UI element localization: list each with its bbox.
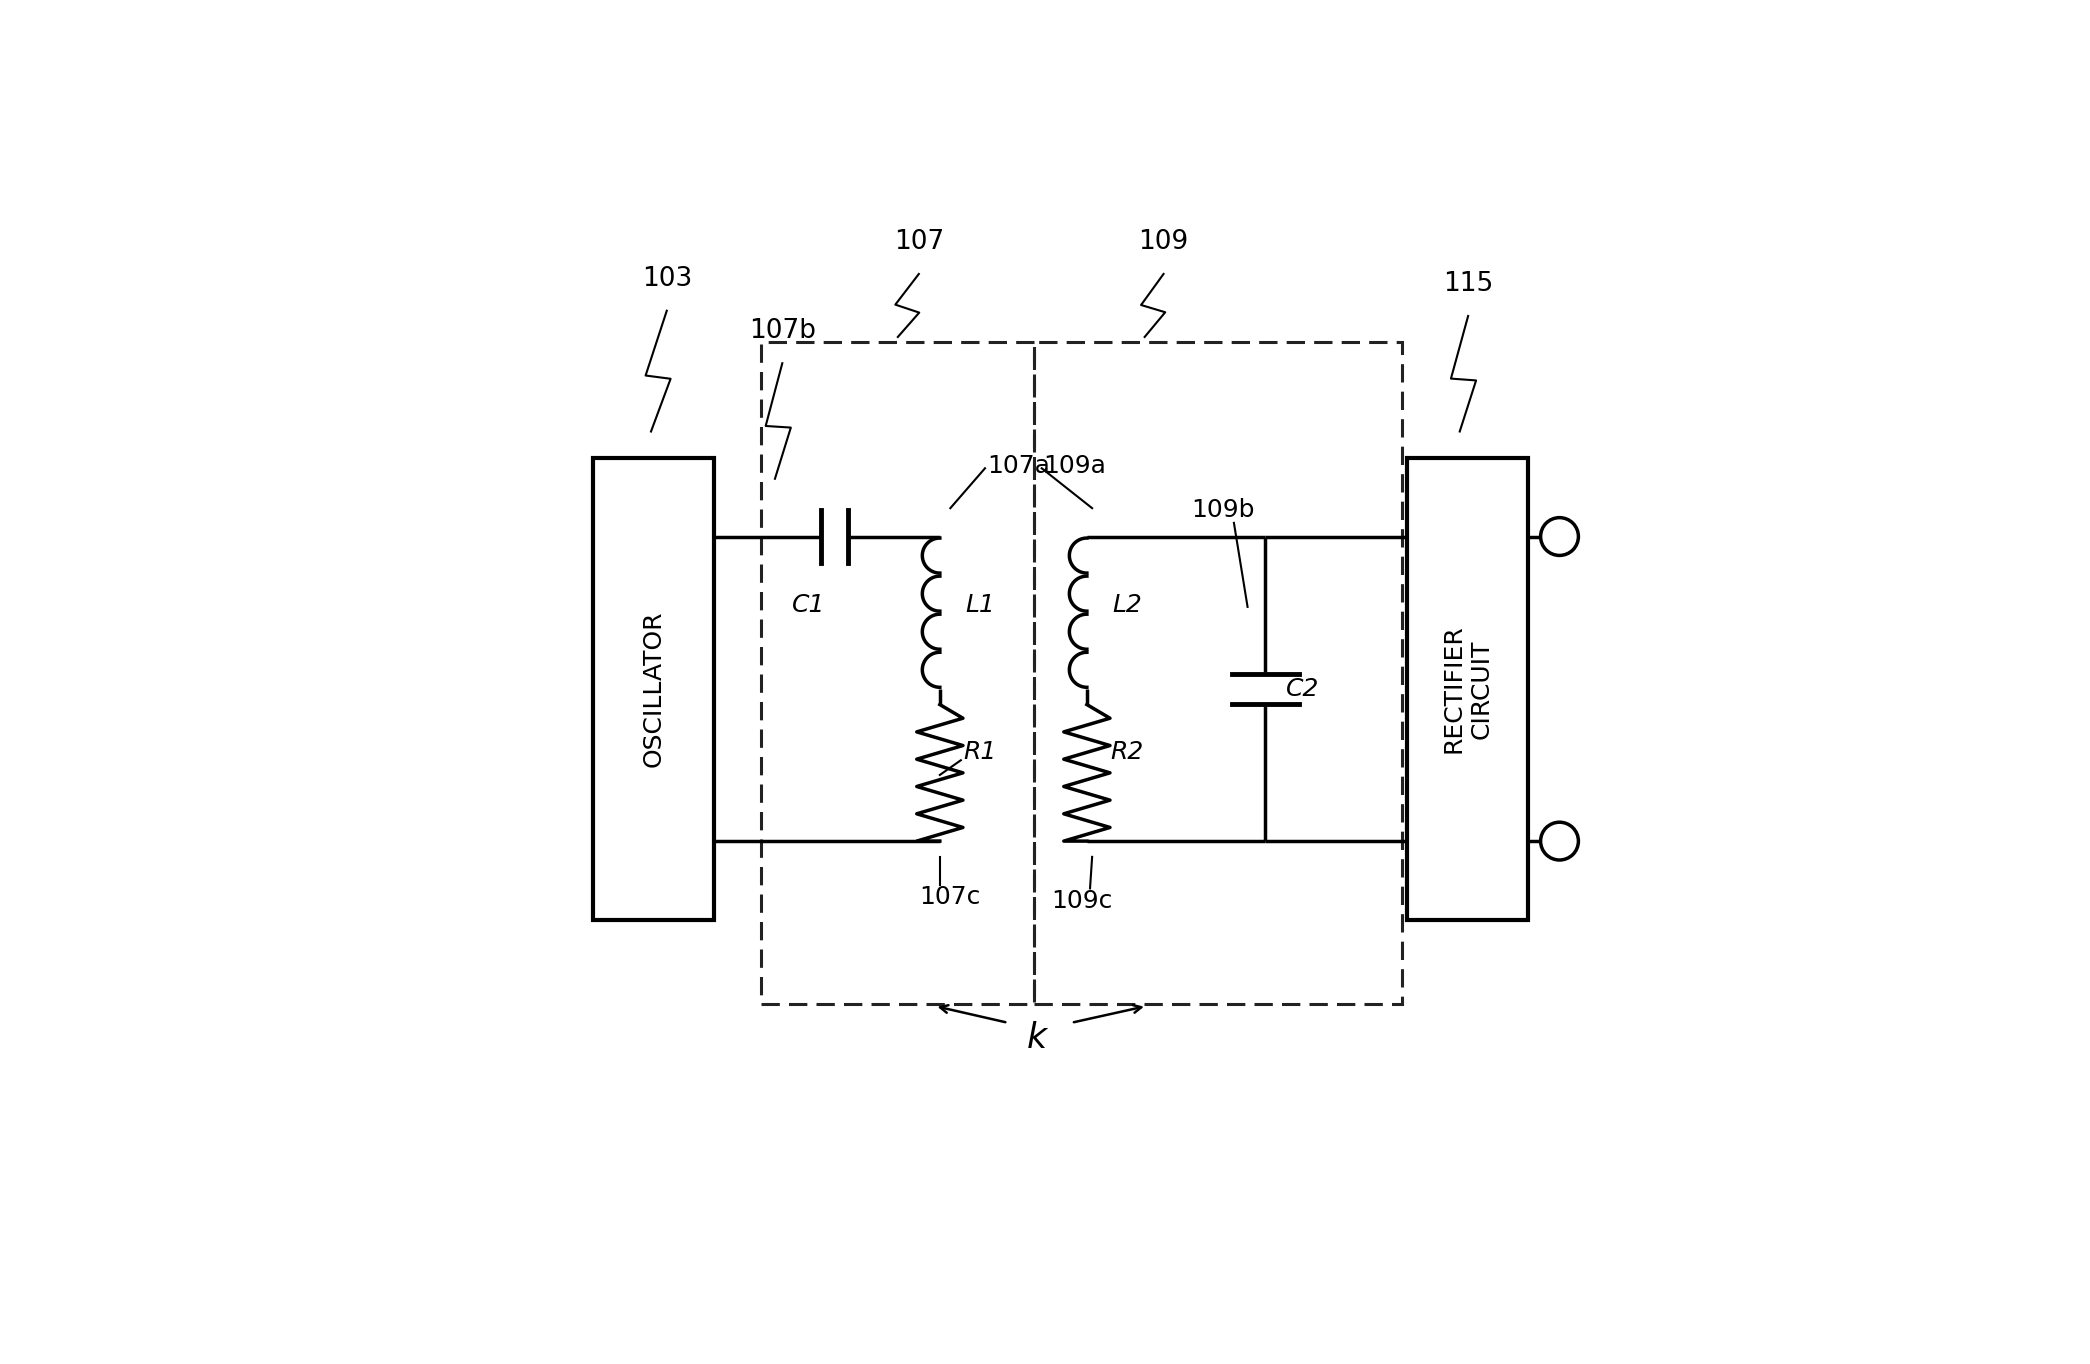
Text: 103: 103	[642, 266, 692, 292]
Text: 109: 109	[1139, 229, 1189, 255]
Text: 107a: 107a	[986, 454, 1049, 479]
Bar	[1407, 458, 1528, 919]
Text: L1: L1	[966, 593, 995, 617]
Text: 107: 107	[895, 229, 945, 255]
Bar	[594, 458, 715, 919]
Bar	[1035, 342, 1402, 1004]
Text: 115: 115	[1442, 271, 1492, 297]
Text: R2: R2	[1110, 739, 1143, 764]
Text: C1: C1	[792, 593, 826, 617]
Text: 107c: 107c	[920, 885, 980, 908]
Text: 109a: 109a	[1043, 454, 1106, 479]
Text: OSCILLATOR: OSCILLATOR	[642, 611, 665, 767]
Bar	[761, 342, 1035, 1004]
Text: RECTIFIER
CIRCUIT: RECTIFIER CIRCUIT	[1442, 625, 1494, 753]
Text: 109b: 109b	[1191, 498, 1256, 522]
Text: L2: L2	[1112, 593, 1141, 617]
Text: 109c: 109c	[1051, 889, 1112, 913]
Text: k: k	[1026, 1020, 1047, 1054]
Text: R1: R1	[963, 739, 997, 764]
Text: C2: C2	[1285, 677, 1319, 701]
Text: 107b: 107b	[748, 318, 815, 344]
